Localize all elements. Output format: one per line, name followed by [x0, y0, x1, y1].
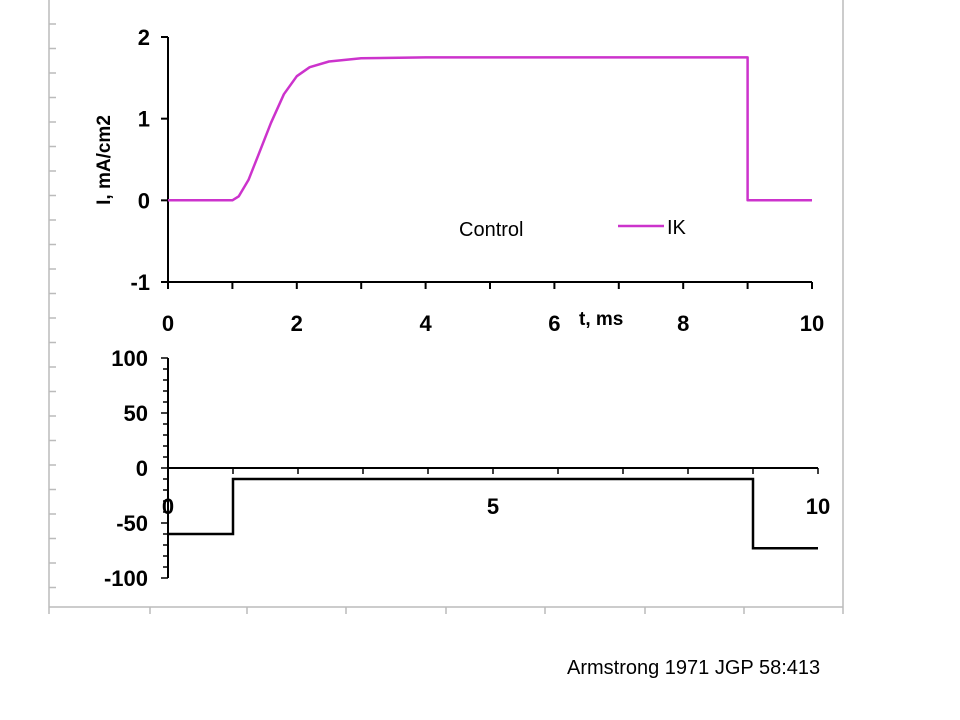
x-axis-title: t, ms — [579, 309, 623, 330]
current-y-tick-labels: -1 0 1 2 — [130, 25, 150, 295]
current-axes — [161, 36, 813, 289]
voltage-y-tick-label: 50 — [124, 401, 148, 426]
current-y-tick-label: 1 — [138, 107, 150, 132]
voltage-y-tick-label: 100 — [111, 346, 148, 371]
current-series — [168, 56, 812, 202]
voltage-y-tick-labels: 100 50 0 -50 -100 — [104, 346, 148, 591]
current-x-tick-label: 8 — [677, 311, 689, 336]
voltage-x-tick-label: 10 — [806, 494, 830, 519]
frame-ticks-left — [49, 23, 56, 589]
legend-label-ik: IK — [667, 217, 687, 239]
voltage-series — [168, 477, 818, 550]
citation-caption: Armstrong 1971 JGP 58:413 — [567, 657, 821, 679]
frame-ticks-bottom — [48, 607, 844, 614]
current-x-tick-label: 2 — [291, 311, 303, 336]
voltage-y-tick-label: -100 — [104, 566, 148, 591]
y-axis-title: I, mA/cm2 — [94, 115, 115, 205]
current-x-tick-label: 6 — [548, 311, 560, 336]
current-y-tick-label: -1 — [130, 270, 150, 295]
voltage-x-tick-labels: 0 5 10 — [162, 494, 830, 519]
voltage-chart: 0 5 10 100 50 0 -50 -100 — [104, 346, 830, 591]
control-annotation: Control — [459, 219, 523, 241]
series-line-voltage — [168, 477, 818, 550]
voltage-axes — [161, 357, 819, 579]
current-x-tick-label: 0 — [162, 311, 174, 336]
voltage-y-tick-label: 0 — [136, 456, 148, 481]
current-y-tick-label: 2 — [138, 25, 150, 50]
voltage-x-tick-label: 0 — [162, 494, 174, 519]
current-chart: 0 2 4 6 8 10 -1 0 1 2 I, mA/cm2 t, ms Control IK — [94, 25, 824, 336]
voltage-x-tick-label: 5 — [487, 494, 499, 519]
current-x-tick-label: 4 — [419, 311, 432, 336]
current-y-tick-label: 0 — [138, 188, 150, 213]
current-x-tick-labels: 0 2 4 6 8 10 — [162, 311, 824, 336]
series-line-ik — [168, 56, 812, 202]
current-x-tick-label: 10 — [800, 311, 824, 336]
voltage-y-tick-label: -50 — [116, 511, 148, 536]
